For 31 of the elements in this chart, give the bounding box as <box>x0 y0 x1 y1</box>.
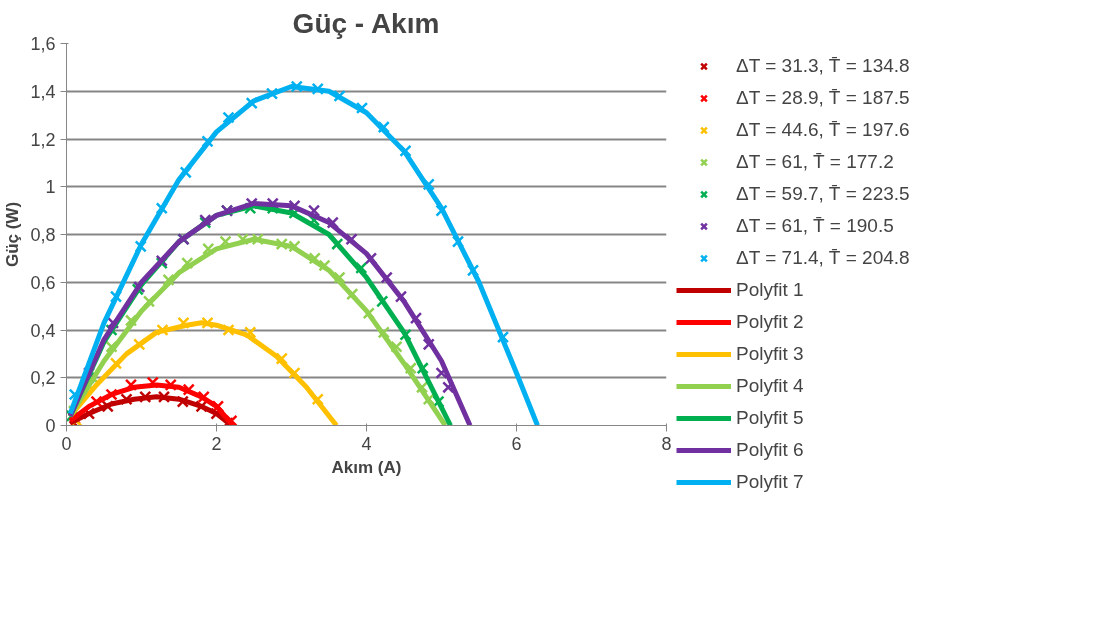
x-tick-label: 0 <box>61 433 72 454</box>
legend-label: Polyfit 6 <box>736 438 804 462</box>
y-tick-label: 0,6 <box>30 272 56 293</box>
legend-label: ΔT = 71.4, T̄ = 204.8 <box>736 246 910 270</box>
chart-title: Güç - Akım <box>292 7 440 39</box>
legend-label: Polyfit 7 <box>736 470 804 494</box>
legend-label: ΔT = 61, T̄ = 190.5 <box>736 214 894 238</box>
y-tick-label: 1 <box>45 177 56 198</box>
legend-label: ΔT = 59.7, T̄ = 223.5 <box>736 182 910 206</box>
y-tick-label: 0 <box>45 416 56 436</box>
y-tick-label: 0,8 <box>30 225 56 245</box>
y-tick-label: 0,4 <box>30 320 56 341</box>
legend-label: ΔT = 28.9, T̄ = 187.5 <box>736 86 910 110</box>
legend-label: Polyfit 2 <box>736 310 804 334</box>
y-axis-title: Güç (W) <box>3 201 23 268</box>
legend-label: Polyfit 1 <box>736 278 804 302</box>
x-tick-label: 4 <box>361 433 372 454</box>
y-tick-label: 1,2 <box>30 129 56 150</box>
legend-label: Polyfit 4 <box>736 374 804 398</box>
legend-label: Polyfit 3 <box>736 342 804 366</box>
y-tick-label: 1,4 <box>30 81 56 102</box>
x-axis-title: Akım (A) <box>331 457 402 477</box>
legend-label: ΔT = 44.6, T̄ = 197.6 <box>736 118 910 142</box>
legend-label: ΔT = 31.3, T̄ = 134.8 <box>736 54 910 78</box>
y-tick-label: 0,2 <box>30 368 56 389</box>
y-tick-label: 1,6 <box>30 34 56 54</box>
x-tick-label: 8 <box>661 433 672 454</box>
x-tick-label: 2 <box>211 433 222 454</box>
legend-label: Polyfit 5 <box>736 406 804 430</box>
legend-label: ΔT = 61, T̄ = 177.2 <box>736 150 894 174</box>
x-tick-label: 6 <box>511 433 522 454</box>
